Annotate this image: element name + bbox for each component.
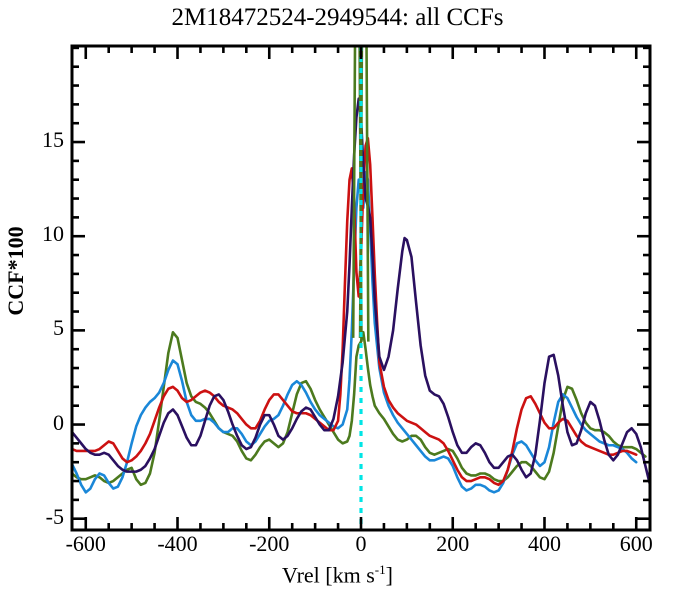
x-tick-label: -400	[157, 531, 198, 556]
y-tick-label: 10	[42, 221, 64, 247]
axes-frame	[70, 44, 652, 532]
y-tick-label: 15	[42, 127, 64, 153]
x-axis-label-exponent: -1	[374, 562, 386, 577]
y-tick-label: 5	[53, 315, 64, 341]
x-axis-label: Vrel [km s-1]	[0, 562, 675, 588]
ccf-visit-2	[72, 170, 638, 494]
y-tick-label: -5	[45, 503, 64, 529]
ccf-visit-3	[72, 136, 638, 487]
ccf-visit-1-central-spike	[358, 46, 370, 342]
x-tick-label: 600	[619, 531, 653, 556]
x-tick-label: -200	[249, 531, 290, 556]
x-tick-label: 200	[436, 531, 470, 556]
page-title: 2M18472524-2949544: all CCFs	[171, 4, 504, 31]
x-tick-label: 400	[527, 531, 561, 556]
x-axis-label-tail: ]	[385, 562, 393, 588]
x-tick-label: -600	[65, 531, 106, 556]
x-axis-label-base: Vrel [km s	[282, 562, 375, 588]
x-tick-label: 0	[355, 531, 367, 556]
y-tick-label: 0	[53, 409, 64, 435]
